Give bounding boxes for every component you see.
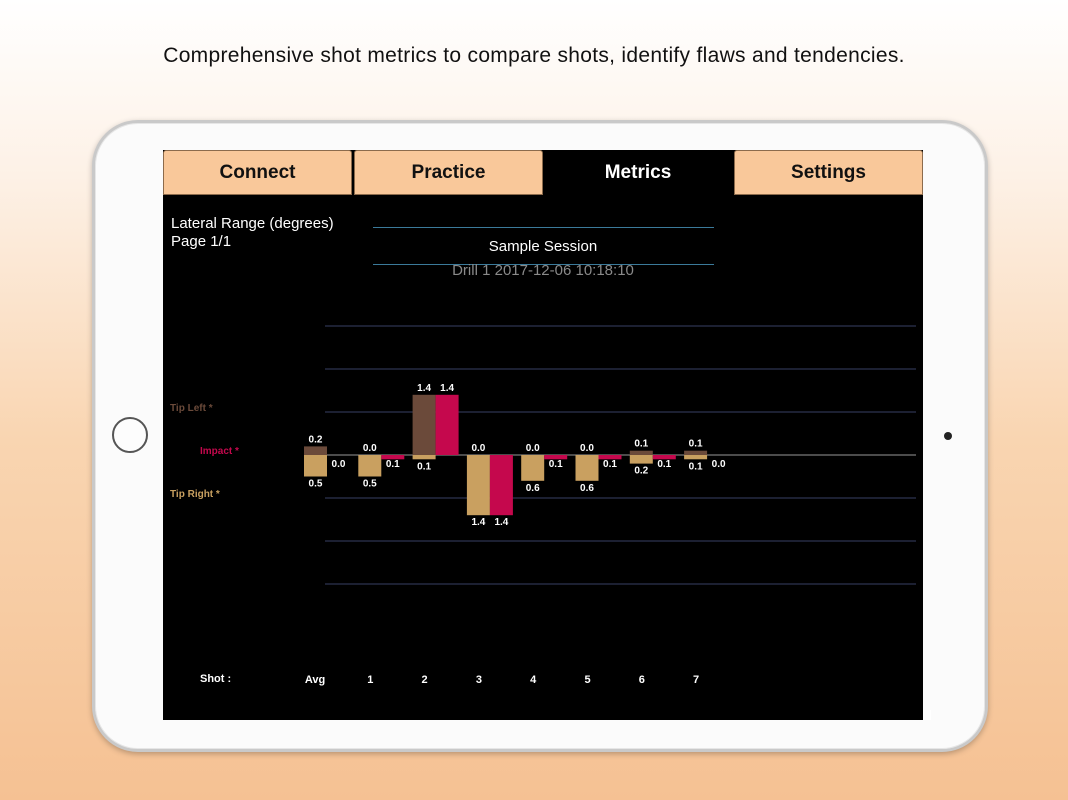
legend-tip-left: Tip Left * xyxy=(170,403,213,414)
label-tip-left: 0.2 xyxy=(309,434,323,445)
label-tip-left: 0.0 xyxy=(363,443,377,454)
bar-tip-right xyxy=(575,455,599,481)
session-divider-top xyxy=(373,227,714,228)
bar-impact xyxy=(489,455,513,516)
bar-tip-right xyxy=(304,455,327,477)
bar-impact xyxy=(544,455,568,460)
bar-impact xyxy=(652,455,676,460)
x-tick-label: 7 xyxy=(693,674,699,686)
x-tick-label: 5 xyxy=(584,674,590,686)
label-tip-left: 0.1 xyxy=(689,439,703,450)
bar-tip-left xyxy=(629,450,653,455)
label-impact: 1.4 xyxy=(440,383,454,394)
x-tick-label: 6 xyxy=(639,674,645,686)
legend-tip-right: Tip Right * xyxy=(170,489,220,500)
label-impact: 0.0 xyxy=(332,459,346,470)
x-tick-label: 4 xyxy=(530,674,537,686)
page-indicator: Page 1/1 xyxy=(171,233,232,250)
bar-impact xyxy=(381,455,405,460)
label-impact: 1.4 xyxy=(494,517,508,528)
label-tip-right: 1.4 xyxy=(471,517,485,528)
bar-tip-right xyxy=(466,455,490,516)
lateral-range-chart: 0.2 0.5 0.0 Avg 0.0 0.5 0.1 1 1.4 0.1 1.4 2 0.0 1.4 1.… xyxy=(304,325,916,686)
label-tip-right: 0.1 xyxy=(417,461,431,472)
x-tick-label: Avg xyxy=(305,674,325,686)
bar-tip-right xyxy=(412,455,436,460)
session-name[interactable]: Sample Session xyxy=(488,238,598,255)
label-tip-right: 0.6 xyxy=(580,483,594,494)
label-tip-left: 0.0 xyxy=(526,443,540,454)
label-tip-left: 0.1 xyxy=(634,439,648,450)
home-button[interactable] xyxy=(112,417,148,453)
tab-connect[interactable]: Connect xyxy=(163,150,352,195)
app-screen: Connect Practice Metrics Settings Latera… xyxy=(163,150,923,720)
label-impact: 0.1 xyxy=(657,459,671,470)
label-impact: 0.1 xyxy=(603,459,617,470)
label-tip-left: 1.4 xyxy=(417,383,431,394)
bar-tip-right xyxy=(629,455,653,464)
bar-tip-right xyxy=(358,455,382,477)
label-tip-right: 0.1 xyxy=(689,461,703,472)
camera-dot xyxy=(944,432,952,440)
tab-settings[interactable]: Settings xyxy=(734,150,923,195)
label-tip-right: 0.6 xyxy=(526,483,540,494)
shot-axis-label: Shot : xyxy=(200,673,232,685)
x-tick-label: 2 xyxy=(422,674,428,686)
bar-tip-left xyxy=(412,394,436,455)
tab-metrics[interactable]: Metrics xyxy=(543,150,733,195)
bar-tip-left xyxy=(684,450,708,455)
label-impact: 0.0 xyxy=(712,459,726,470)
bar-tip-right xyxy=(521,455,545,481)
label-tip-left: 0.0 xyxy=(580,443,594,454)
label-tip-right: 0.5 xyxy=(363,479,377,490)
legend-impact: Impact * xyxy=(200,446,239,457)
label-impact: 0.1 xyxy=(549,459,563,470)
bar-impact xyxy=(598,455,622,460)
session-divider-bottom xyxy=(373,264,714,265)
bar-impact xyxy=(435,394,459,455)
bar-tip-left xyxy=(304,446,327,455)
tab-practice[interactable]: Practice xyxy=(354,150,543,195)
metric-title: Lateral Range (degrees) xyxy=(171,215,334,232)
x-tick-label: 1 xyxy=(367,674,373,686)
tab-bar: Connect Practice Metrics Settings xyxy=(163,150,923,197)
bar-tip-right xyxy=(684,455,708,460)
screen-edge xyxy=(923,710,931,720)
label-tip-left: 0.0 xyxy=(471,443,485,454)
label-tip-right: 0.5 xyxy=(309,479,323,490)
marketing-caption: Comprehensive shot metrics to compare sh… xyxy=(163,44,905,67)
drill-label[interactable]: Drill 1 2017-12-06 10:18:10 xyxy=(452,262,634,279)
label-tip-right: 0.2 xyxy=(634,466,648,477)
x-tick-label: 3 xyxy=(476,674,482,686)
label-impact: 0.1 xyxy=(386,459,400,470)
